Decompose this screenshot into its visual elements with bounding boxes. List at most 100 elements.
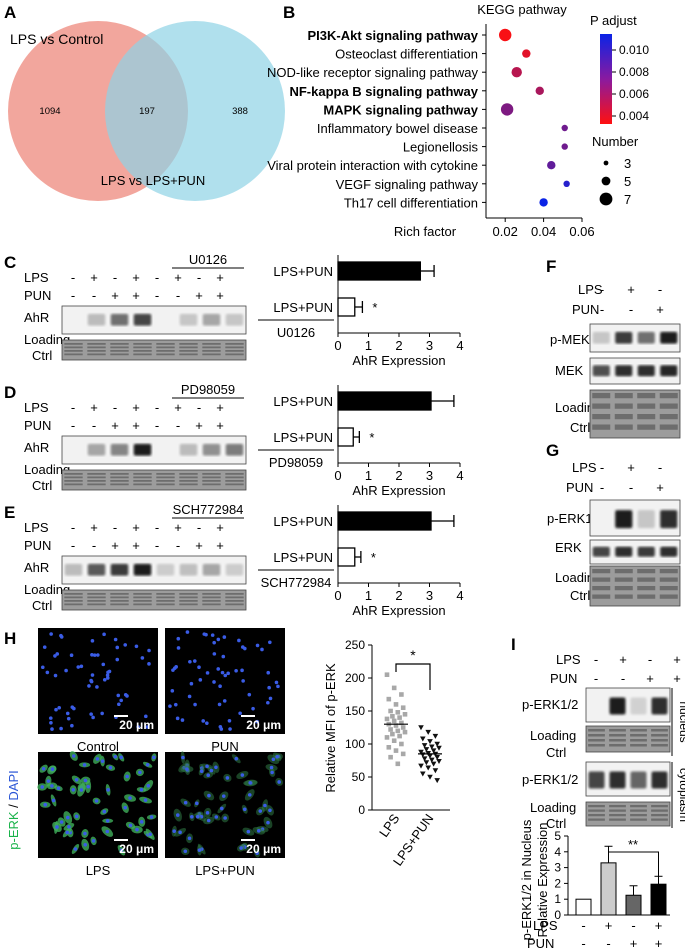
g-erk-blot-band-2 <box>637 546 655 557</box>
nucleus-1-10 <box>217 702 222 707</box>
mfi-point-lps-13 <box>399 720 404 726</box>
loading-blot-e <box>61 589 247 611</box>
nucleus-0-8 <box>115 645 120 650</box>
mfi-scatter-plot: 0 50 100 150 200 250 Relative MFI of p-ERK * LPS… <box>323 638 450 869</box>
nucleus-1-56 <box>218 684 222 689</box>
pun-sign-d-3: + <box>132 418 140 433</box>
bar-xtick-c-3: 3 <box>426 338 433 353</box>
panel-b-kegg: B KEGG pathway PI3K-Akt signaling pathwa… <box>267 2 649 239</box>
kegg-label-1: Osteoclast differentiation <box>335 47 478 62</box>
nucleus-1-59 <box>210 633 215 637</box>
nucleus-3-47 <box>269 765 274 770</box>
i-lps-sign-1: + <box>619 652 627 667</box>
i-bar-pun-sign-2: + <box>630 936 638 951</box>
i-sig-bracket <box>608 851 659 880</box>
loading-blot-d-lane-3-1 <box>133 476 152 479</box>
pun-sign-c-7: + <box>216 288 224 303</box>
number-legend-dot-2 <box>599 192 613 206</box>
mfi-point-lpspun-0 <box>418 725 424 731</box>
stain-label-dapi: DAPI <box>6 770 21 800</box>
lps-sign-c-5: + <box>174 270 182 285</box>
f-lps-label: LPS <box>578 282 603 297</box>
kegg-xlabel: Rich factor <box>394 224 457 239</box>
loading-label-e: Loading <box>24 582 70 597</box>
kegg-dot-2 <box>511 67 522 78</box>
loading-blot-e-lane-0-3 <box>64 603 83 606</box>
f-loading-blot-lane-3-3 <box>659 424 678 430</box>
nucleus-3-34 <box>187 836 192 841</box>
lps-sign-d-2: - <box>113 400 117 415</box>
g-loading-blot-lane-0-0 <box>592 569 611 574</box>
i-nuc-loading-blot-lane-1-3 <box>609 744 626 747</box>
ahr-blot-e-band-6 <box>202 563 221 576</box>
loading-blot-e-lane-7-2 <box>225 600 244 602</box>
kegg-label-9: Th17 cell differentiation <box>344 195 478 210</box>
nucleus-0-48 <box>91 715 95 720</box>
pun-label-d: PUN <box>24 418 51 433</box>
ahr-blot-c-band-5 <box>179 313 198 326</box>
g-lps-sign-0: - <box>600 460 604 475</box>
f-pun-sign-1: - <box>629 302 633 317</box>
panel-a-venn: A LPS vs Control 1094 197 388 LPS vs LPS… <box>4 3 285 201</box>
bar-xtick-e-0: 0 <box>334 588 341 603</box>
i-nuc-perk-label: p-ERK1/2 <box>522 697 578 712</box>
ahr-blot-e-band-3 <box>133 563 152 576</box>
mfi-point-lps-26 <box>393 748 399 753</box>
nucleus-2-39 <box>106 788 110 792</box>
mfi-point-lps-6 <box>388 708 393 714</box>
nucleus-3-35 <box>178 830 182 835</box>
mfi-ytick-2: 100 <box>345 737 365 751</box>
nucleus-0-14 <box>87 684 91 688</box>
nucleus-2-42 <box>67 824 71 829</box>
loading-blot-e-lane-3-0 <box>133 593 152 595</box>
bar-xlabel-d: AhR Expression <box>352 483 445 498</box>
nucleus-2-21 <box>74 814 79 819</box>
nucleus-2-27 <box>86 784 91 789</box>
nucleus-3-33 <box>263 803 267 808</box>
i-nuc-perk-blot-band-3 <box>651 697 668 715</box>
nucleus-3-11 <box>206 818 211 823</box>
f-loading-blot-lane-1-1 <box>614 403 633 409</box>
nucleus-2-6 <box>128 823 133 828</box>
mfi-point-lps-23 <box>391 738 397 743</box>
mfi-point-lpspun-16 <box>434 755 440 760</box>
nucleus-0-19 <box>57 705 62 710</box>
mfi-point-lps-4 <box>393 702 399 707</box>
lps-sign-e-7: + <box>216 520 224 535</box>
nucleus-2-54 <box>125 774 129 779</box>
g-lps-sign-1: + <box>627 460 635 475</box>
nucleus-1-39 <box>243 646 247 651</box>
bar-xtick-d-4: 4 <box>456 468 463 483</box>
f-mek-blot-band-1 <box>615 365 633 377</box>
mfi-point-lpspun-18 <box>429 757 435 763</box>
panel-f-letter: F <box>546 257 556 276</box>
loading-blot-d-lane-5-2 <box>179 480 198 482</box>
loading-blot-c-lane-2-0 <box>110 343 129 345</box>
ahr-blot-c-band-2 <box>110 313 129 326</box>
lps-sign-d-7: + <box>216 400 224 415</box>
i-cyto-loading-blot-lane-1-1 <box>609 809 626 812</box>
i-cyto-loading-blot-lane-0-1 <box>588 809 605 812</box>
nucleus-3-23 <box>207 793 211 798</box>
nucleus-1-53 <box>212 680 216 684</box>
nucleus-1-35 <box>266 700 270 705</box>
nucleus-2-14 <box>100 759 105 763</box>
loading-blot-d-lane-5-3 <box>179 483 198 486</box>
i-nuc-loading-blot-lane-0-1 <box>588 734 605 737</box>
loading-blot-d-lane-1-3 <box>87 483 106 486</box>
bar-xtick-e-4: 4 <box>456 588 463 603</box>
loading-blot-c-lane-1-0 <box>87 343 106 345</box>
loading-blot-d-lane-0-0 <box>64 473 83 475</box>
f-loading-blot-lane-0-3 <box>592 424 611 430</box>
i-bar-pun-sign-0: - <box>581 936 585 951</box>
nucleus-0-22 <box>66 716 71 721</box>
pun-sign-d-1: - <box>92 418 96 433</box>
nucleus-2-28 <box>139 820 144 824</box>
mfi-point-lps-25 <box>386 745 392 750</box>
loading-blot-d-lane-4-2 <box>156 480 175 482</box>
nucleus-1-42 <box>274 680 279 685</box>
mfi-point-lps-17 <box>388 727 393 732</box>
bar-d-0 <box>337 391 432 411</box>
g-erk-blot-band-1 <box>615 546 633 557</box>
loading-blot-d-lane-5-1 <box>179 476 198 479</box>
